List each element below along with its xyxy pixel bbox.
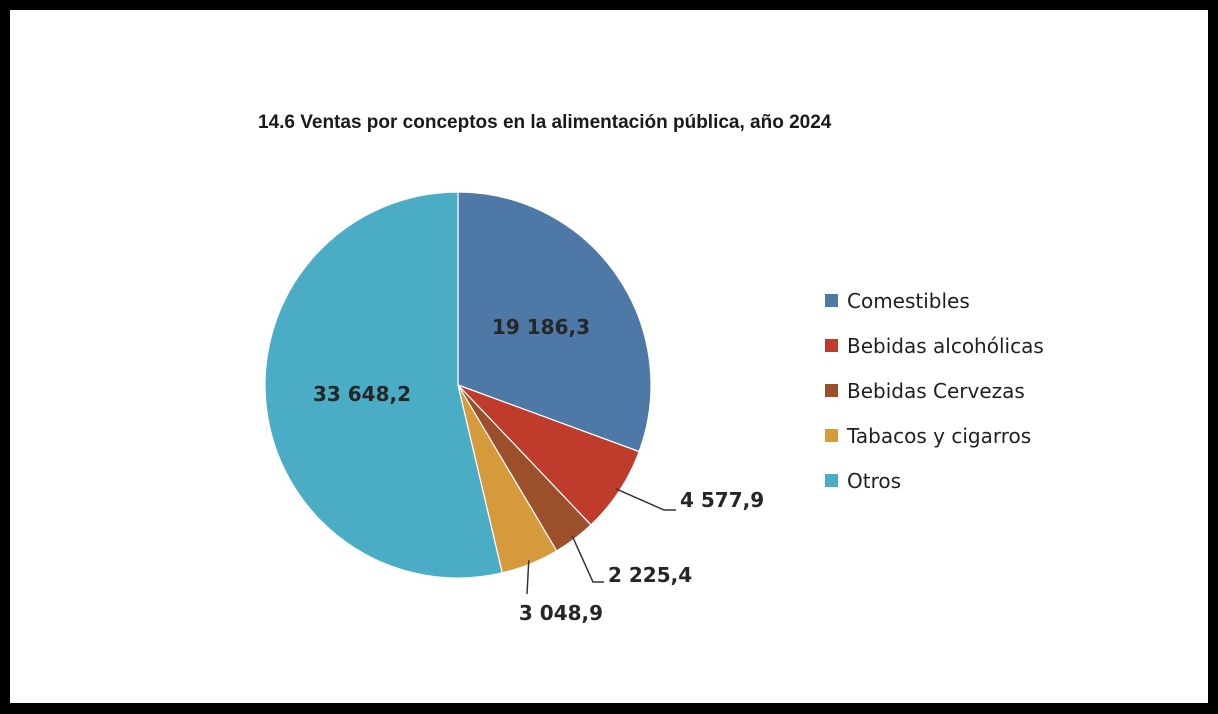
legend-item-comestibles: Comestibles: [825, 278, 1044, 323]
legend-label: Comestibles: [847, 288, 970, 313]
legend-item-tabacos-y-cigarros: Tabacos y cigarros: [825, 413, 1044, 458]
legend-swatch: [825, 294, 838, 307]
legend-label: Bebidas Cervezas: [847, 378, 1025, 403]
legend-label: Bebidas alcohólicas: [847, 333, 1044, 358]
legend-item-bebidas-alcoholicas: Bebidas alcohólicas: [825, 323, 1044, 368]
chart-title: 14.6 Ventas por conceptos en la alimenta…: [258, 112, 832, 133]
legend-item-otros: Otros: [825, 458, 1044, 503]
legend-swatch: [825, 339, 838, 352]
chart-legend: Comestibles Bebidas alcohólicas Bebidas Ce…: [825, 278, 1044, 503]
legend-swatch: [825, 384, 838, 397]
legend-label: Otros: [847, 468, 902, 493]
legend-item-bebidas-cervezas: Bebidas Cervezas: [825, 368, 1044, 413]
legend-label: Tabacos y cigarros: [847, 423, 1032, 448]
legend-swatch: [825, 474, 838, 487]
legend-swatch: [825, 429, 838, 442]
